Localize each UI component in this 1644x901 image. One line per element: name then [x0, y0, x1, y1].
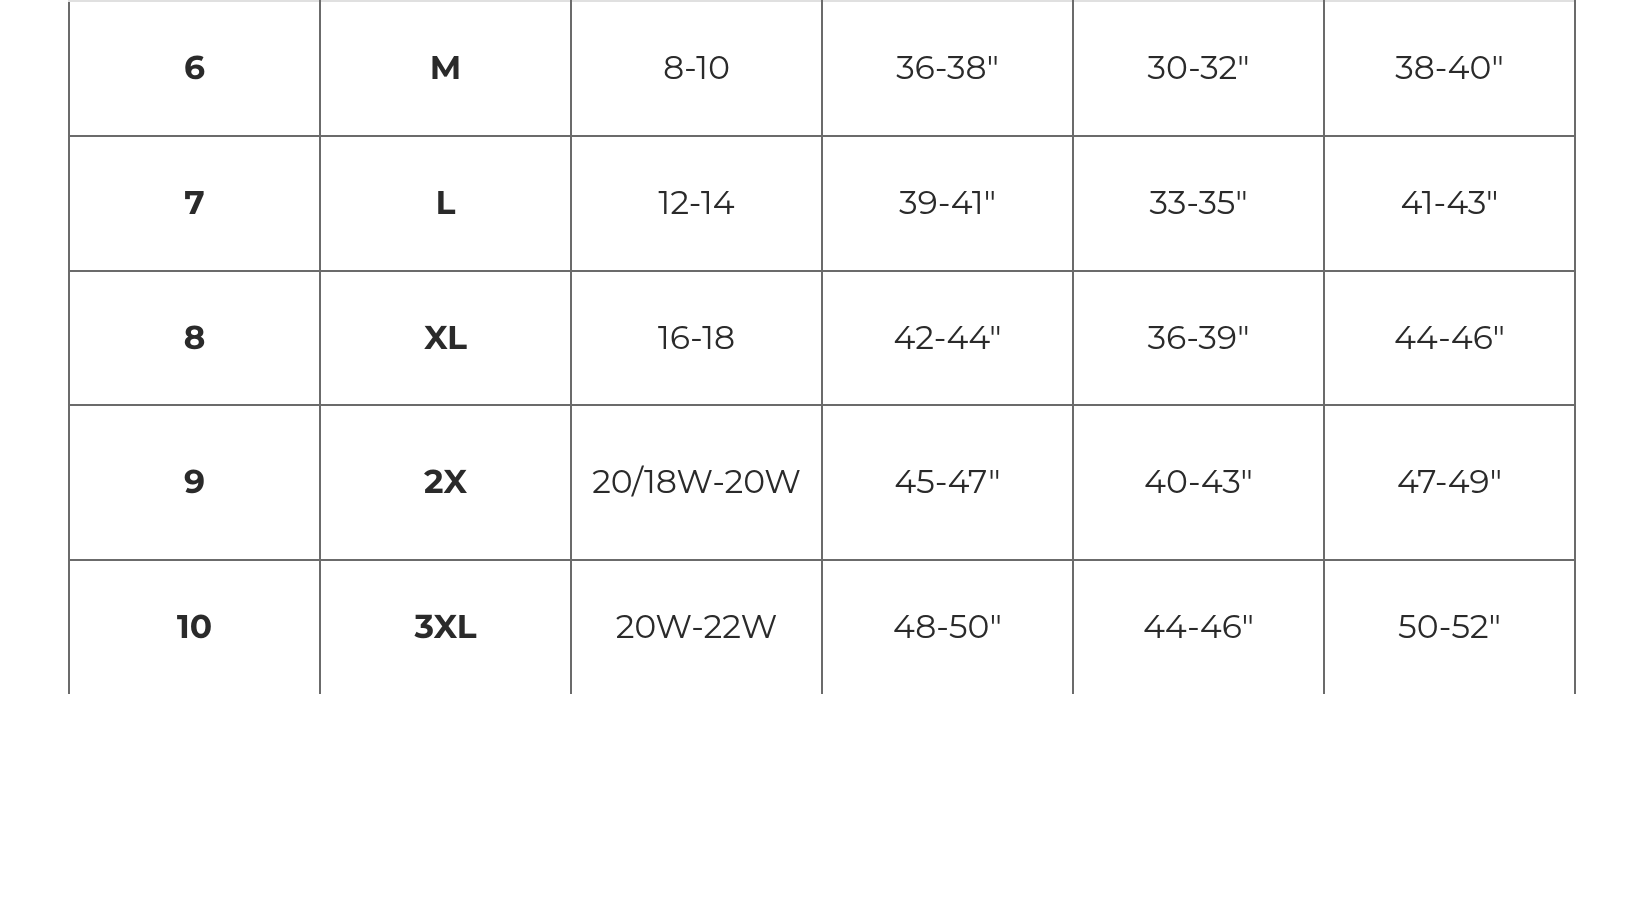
- cell-numeric-size: 16-18: [571, 271, 822, 406]
- cell-numeric-size: 20W-22W: [571, 560, 822, 694]
- cell-size: 3XL: [320, 560, 571, 694]
- cell-numeric-size: 12-14: [571, 136, 822, 271]
- cell-measure-2: 44-46": [1073, 560, 1324, 694]
- cell-number: 9: [69, 405, 320, 560]
- cell-measure-1: 36-38": [822, 1, 1073, 136]
- cell-measure-2: 33-35": [1073, 136, 1324, 271]
- cell-measure-3: 47-49": [1324, 405, 1575, 560]
- cell-size: M: [320, 1, 571, 136]
- cell-number: 6: [69, 1, 320, 136]
- table-row: 7 L 12-14 39-41" 33-35" 41-43": [69, 136, 1575, 271]
- table-row: 10 3XL 20W-22W 48-50" 44-46" 50-52": [69, 560, 1575, 694]
- cell-measure-1: 48-50": [822, 560, 1073, 694]
- cell-size: L: [320, 136, 571, 271]
- cell-size: 2X: [320, 405, 571, 560]
- cell-numeric-size: 20/18W-20W: [571, 405, 822, 560]
- table-row: 9 2X 20/18W-20W 45-47" 40-43" 47-49": [69, 405, 1575, 560]
- table-row: 8 XL 16-18 42-44" 36-39" 44-46": [69, 271, 1575, 406]
- cell-number: 8: [69, 271, 320, 406]
- cell-measure-1: 45-47": [822, 405, 1073, 560]
- size-table: 6 M 8-10 36-38" 30-32" 38-40" 7 L 12-14 …: [68, 0, 1576, 694]
- cell-measure-2: 30-32": [1073, 1, 1324, 136]
- cell-measure-2: 40-43": [1073, 405, 1324, 560]
- cell-measure-3: 44-46": [1324, 271, 1575, 406]
- cell-measure-1: 42-44": [822, 271, 1073, 406]
- cell-numeric-size: 8-10: [571, 1, 822, 136]
- cell-measure-2: 36-39": [1073, 271, 1324, 406]
- cell-measure-3: 41-43": [1324, 136, 1575, 271]
- cell-number: 10: [69, 560, 320, 694]
- cell-number: 7: [69, 136, 320, 271]
- cell-measure-3: 50-52": [1324, 560, 1575, 694]
- cell-measure-3: 38-40": [1324, 1, 1575, 136]
- size-table-container: 6 M 8-10 36-38" 30-32" 38-40" 7 L 12-14 …: [0, 0, 1644, 694]
- cell-measure-1: 39-41": [822, 136, 1073, 271]
- cell-size: XL: [320, 271, 571, 406]
- table-row: 6 M 8-10 36-38" 30-32" 38-40": [69, 1, 1575, 136]
